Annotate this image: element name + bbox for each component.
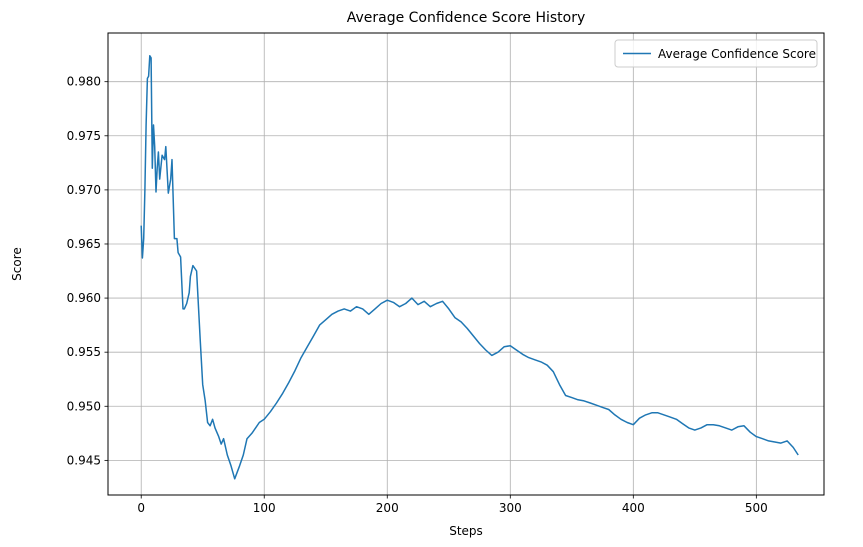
series-layer bbox=[140, 54, 799, 480]
y-tick-label: 0.960 bbox=[67, 291, 101, 305]
x-tick-label: 500 bbox=[745, 501, 768, 515]
y-tick-label: 0.970 bbox=[67, 183, 101, 197]
grid-lines bbox=[108, 33, 824, 495]
legend-label: Average Confidence Score bbox=[658, 47, 816, 61]
y-tick-label: 0.965 bbox=[67, 237, 101, 251]
x-axis-title: Steps bbox=[449, 524, 483, 538]
x-tick-label: 200 bbox=[376, 501, 399, 515]
plot-frame bbox=[107, 32, 825, 496]
y-tick-label: 0.945 bbox=[67, 453, 101, 467]
x-tick-label: 0 bbox=[137, 501, 145, 515]
y-axis: 0.945 0.950 0.955 0.960 0.965 0.970 0.975 0.980 bbox=[67, 75, 108, 467]
x-tick-label: 300 bbox=[499, 501, 522, 515]
legend-box bbox=[614, 39, 818, 68]
y-tick-label: 0.955 bbox=[67, 345, 101, 359]
y-axis-title: Score bbox=[10, 247, 24, 281]
legend: Average Confidence Score bbox=[614, 39, 818, 68]
y-tick-label: 0.975 bbox=[67, 129, 101, 143]
chart-title: Average Confidence Score History bbox=[347, 10, 586, 26]
y-tick-label: 0.980 bbox=[67, 75, 101, 89]
series-line bbox=[140, 54, 799, 480]
x-axis: 0 100 200 300 400 500 bbox=[137, 495, 768, 515]
x-tick-label: 400 bbox=[622, 501, 645, 515]
x-tick-label: 100 bbox=[253, 501, 276, 515]
y-tick-label: 0.950 bbox=[67, 399, 101, 413]
